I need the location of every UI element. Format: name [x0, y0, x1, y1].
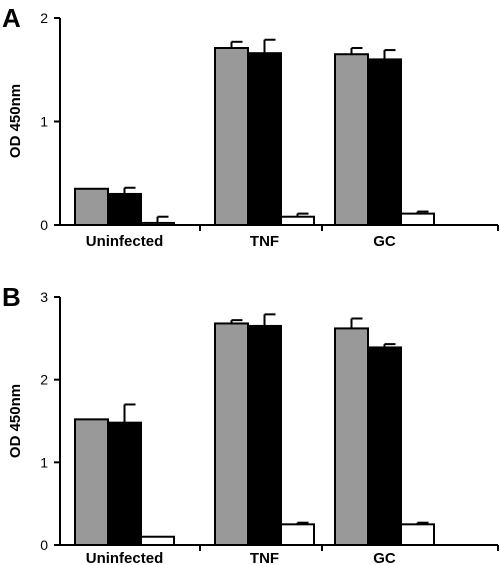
panel-b-category-label-tnf: TNF	[250, 550, 279, 565]
panel-b-letter: B	[2, 282, 21, 312]
panel-a-category-label-uninfected: Uninfected	[86, 233, 164, 250]
panel-a-category-label-gc: GC	[373, 233, 396, 250]
panel-a-bar-uninfected-1	[74, 187, 109, 226]
panel-a-y-tick-label-2: 2	[40, 10, 48, 26]
panel-b-y-tick-label-1: 1	[40, 454, 48, 470]
panel-b-bar-tnf-3	[280, 523, 315, 546]
panel-b-bar-uninfected-3	[140, 535, 175, 547]
panel-b-bar-uninfected-2	[107, 421, 142, 546]
panel-a-category-label-tnf: TNF	[250, 233, 279, 250]
panel-a-bar-tnf-3	[280, 215, 315, 227]
panel-b-bar-uninfected-1	[74, 418, 109, 547]
panel-a-y-tick-label-0: 0	[40, 217, 48, 233]
panel-a-bar-tnf-1	[214, 47, 249, 226]
panel-a-bar-tnf-2	[247, 52, 282, 226]
panel-a-bar-gc-3	[400, 212, 435, 227]
panel-a-letter: A	[2, 3, 21, 33]
panel-b-category-label-gc: GC	[373, 550, 396, 565]
panel-b-category-label-uninfected: Uninfected	[86, 550, 164, 565]
panel-b-bar-gc-2	[367, 346, 402, 546]
panel-b-y-tick-label-0: 0	[40, 537, 48, 553]
panel-b-bar-tnf-1	[214, 322, 249, 546]
panel-a-bar-gc-2	[367, 58, 402, 227]
panel-b-bar-gc-3	[400, 523, 435, 546]
panel-b-y-axis-label: OD 450nm	[7, 384, 24, 458]
panel-a-bar-gc-1	[334, 53, 369, 226]
panel-b-bar-tnf-2	[247, 324, 282, 546]
panel-a-y-axis-label: OD 450nm	[7, 84, 24, 158]
panel-b-y-tick-label-2: 2	[40, 372, 48, 388]
panel-b-bar-gc-1	[334, 327, 369, 546]
panel-b-y-tick-label-3: 3	[40, 289, 48, 305]
panel-a-bar-uninfected-3	[140, 221, 175, 226]
panel-a-bar-uninfected-2	[107, 192, 142, 226]
panel-a-y-tick-label-1: 1	[40, 114, 48, 130]
